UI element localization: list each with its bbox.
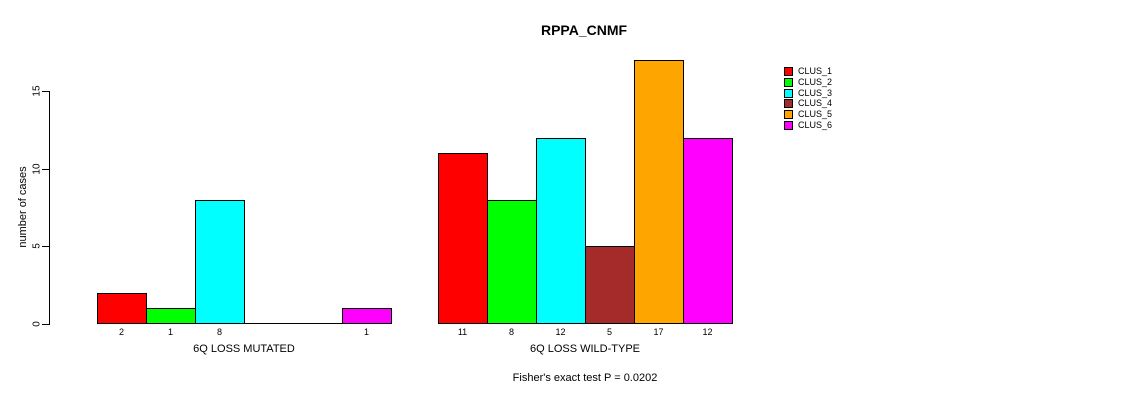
fisher-test-annotation: Fisher's exact test P = 0.0202: [512, 372, 658, 384]
y-tick-mark: [42, 246, 49, 247]
y-tick-mark: [42, 91, 49, 92]
y-tick-label: 0: [31, 321, 43, 327]
y-axis-line: [49, 91, 50, 325]
legend-label-clus_4: CLUS_4: [798, 98, 833, 108]
y-tick-label: 5: [31, 243, 43, 249]
legend-swatch-clus_3: [784, 89, 793, 98]
bar-value-label: 17: [653, 327, 664, 337]
bar-value-label: 1: [363, 327, 370, 337]
bar-clus_4: [585, 246, 635, 324]
bar-value-label: 2: [118, 327, 125, 337]
bar-clus_1: [438, 153, 488, 324]
bar-clus_5: [293, 323, 343, 324]
y-tick-label: 15: [31, 85, 43, 97]
legend-label-clus_3: CLUS_3: [798, 88, 833, 98]
y-tick-mark: [42, 169, 49, 170]
legend-label-clus_1: CLUS_1: [798, 66, 833, 76]
bar-clus_6: [342, 308, 392, 324]
legend-swatch-clus_1: [784, 67, 793, 76]
legend-swatch-clus_5: [784, 110, 793, 119]
group-label-wild-type: 6Q LOSS WILD-TYPE: [529, 343, 641, 355]
bar-clus_5: [634, 60, 684, 324]
legend-swatch-clus_6: [784, 121, 793, 130]
bar-clus_3: [536, 138, 586, 324]
legend-swatch-clus_2: [784, 78, 793, 87]
bar-clus_4: [244, 323, 294, 324]
bar-value-label: 12: [555, 327, 566, 337]
bar-value-label: 8: [508, 327, 515, 337]
bar-clus_1: [97, 293, 147, 324]
bar-clus_2: [487, 200, 537, 324]
legend-label-clus_6: CLUS_6: [798, 120, 833, 130]
bar-value-label: 8: [216, 327, 223, 337]
bar-value-label: 5: [606, 327, 613, 337]
legend-label-clus_5: CLUS_5: [798, 109, 833, 119]
bar-value-label: 11: [457, 327, 468, 337]
y-axis-label: number of cases: [17, 166, 29, 248]
group-label-mutated: 6Q LOSS MUTATED: [193, 343, 295, 355]
legend-swatch-clus_4: [784, 99, 793, 108]
bar-clus_6: [683, 138, 733, 324]
chart-title: RPPA_CNMF: [540, 22, 628, 38]
y-tick-label: 10: [31, 163, 43, 175]
bar-clus_3: [195, 200, 245, 324]
bar-value-label: 12: [702, 327, 713, 337]
y-tick-mark: [42, 324, 49, 325]
legend-label-clus_2: CLUS_2: [798, 77, 833, 87]
bar-clus_2: [146, 308, 196, 324]
bar-value-label: 1: [167, 327, 174, 337]
